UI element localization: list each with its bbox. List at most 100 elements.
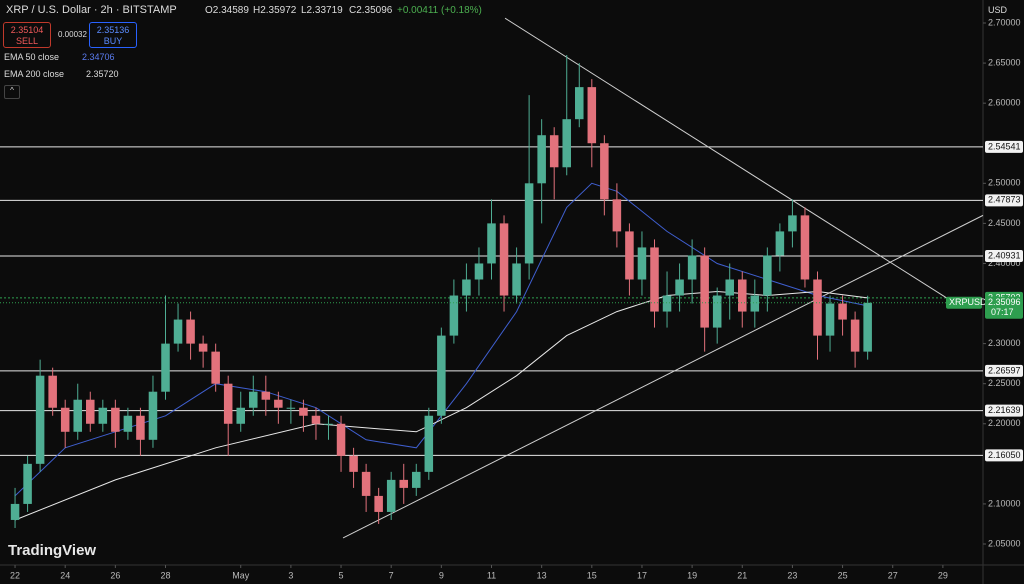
candle-body (863, 302, 872, 352)
candle-body (437, 335, 446, 416)
candle-body (850, 319, 860, 352)
level-label: 2.21639 (988, 405, 1021, 415)
candle-body (675, 279, 684, 296)
x-tick-label: 28 (160, 570, 170, 580)
candle-body (712, 295, 722, 328)
ema-line (14, 182, 868, 497)
candle-body (763, 255, 772, 296)
x-tick-label: 25 (838, 570, 848, 580)
level-label: 2.54541 (988, 141, 1021, 151)
candle-body (386, 479, 396, 512)
candle-body (612, 199, 622, 232)
y-tick-label: 2.20000 (988, 418, 1021, 428)
y-tick-label: 2.70000 (988, 17, 1021, 27)
level-label-box (985, 449, 1023, 462)
x-tick-label: 27 (888, 570, 898, 580)
level-label: 2.40931 (988, 250, 1021, 260)
candle-body (725, 279, 734, 296)
candle-body (512, 263, 521, 296)
currency: USD (988, 5, 1008, 15)
x-tick-label: 26 (110, 570, 120, 580)
candle-body (324, 423, 333, 425)
level-label: 2.47873 (988, 195, 1021, 205)
candle-body (487, 223, 496, 264)
sell-button[interactable]: 2.35104 SELL (3, 22, 51, 48)
candle-body (462, 279, 471, 296)
candle-body (148, 391, 158, 440)
x-tick-label: 24 (60, 570, 70, 580)
candle-body (123, 415, 133, 432)
level-label-box (985, 140, 1023, 153)
candle-body (23, 463, 32, 504)
level-label-box (985, 404, 1023, 417)
candle-body (374, 495, 383, 512)
candle-body (286, 407, 296, 409)
candle-body (261, 391, 271, 400)
candle-body (111, 407, 120, 432)
x-tick-label: 21 (737, 570, 747, 580)
candle-body (349, 455, 358, 472)
candle-body (625, 231, 634, 280)
candle-body (825, 303, 835, 336)
candle-body (562, 119, 571, 168)
candle-body (311, 415, 321, 424)
candle-body (587, 87, 597, 144)
buy-price: 2.35136 (96, 25, 130, 35)
logo: TradingView (8, 542, 97, 559)
y-tick-label: 2.05000 (988, 538, 1021, 548)
candle-body (537, 135, 546, 184)
candle-body (549, 135, 559, 168)
x-tick-label: 3 (288, 570, 293, 580)
y-tick-label: 2.65000 (988, 57, 1021, 67)
candle-body (449, 295, 459, 336)
trend-line (342, 214, 984, 539)
x-tick-label: 9 (439, 570, 444, 580)
buy-button[interactable]: 2.35136 BUY (89, 22, 137, 48)
x-tick-label: 11 (487, 570, 496, 580)
candle-body (60, 407, 70, 432)
x-tick-label: 13 (537, 570, 547, 580)
candle-body (35, 375, 45, 464)
sell-price: 2.35104 (10, 25, 44, 35)
candle-body (775, 231, 785, 256)
y-tick-label: 2.30000 (988, 338, 1021, 348)
candle-body (738, 279, 747, 312)
candle-body (662, 295, 672, 312)
candle-body (361, 471, 371, 496)
y-tick-label: 2.40000 (988, 258, 1021, 268)
ohlc-close: C2.35096 (349, 5, 393, 16)
x-tick-label: 23 (787, 570, 797, 580)
candle-body (838, 303, 847, 320)
candle-body (10, 503, 20, 520)
level-label: 2.26597 (988, 365, 1021, 375)
trend-line (504, 17, 951, 301)
y-tick-label: 2.45000 (988, 218, 1021, 228)
candle-body (524, 183, 534, 264)
candle-body (813, 279, 822, 336)
candle-body (399, 479, 408, 488)
candle-body (223, 383, 233, 424)
last-price-box (985, 296, 1023, 319)
collapse-button[interactable]: ^ (4, 85, 20, 99)
sell-label: SELL (15, 36, 39, 46)
y-tick-label: 2.10000 (988, 498, 1021, 508)
candle-body (86, 399, 95, 424)
last-price-label: 2.35096 (988, 297, 1021, 307)
level-label-box (985, 250, 1023, 263)
candle-body (687, 255, 697, 280)
candle-body (575, 87, 584, 120)
symbol-label: XRPUSD (949, 297, 987, 307)
x-tick-label: 17 (637, 570, 647, 580)
candle-body (788, 215, 797, 232)
y-tick-label: 2.25000 (988, 378, 1021, 388)
x-tick-label: 22 (10, 570, 20, 580)
candle-body (800, 215, 810, 280)
x-tick-label: May (232, 570, 250, 580)
x-tick-label: 19 (687, 570, 697, 580)
candle-body (637, 247, 647, 280)
symbol-label-box (946, 296, 982, 309)
candle-body (73, 399, 83, 432)
candle-body (336, 423, 346, 456)
